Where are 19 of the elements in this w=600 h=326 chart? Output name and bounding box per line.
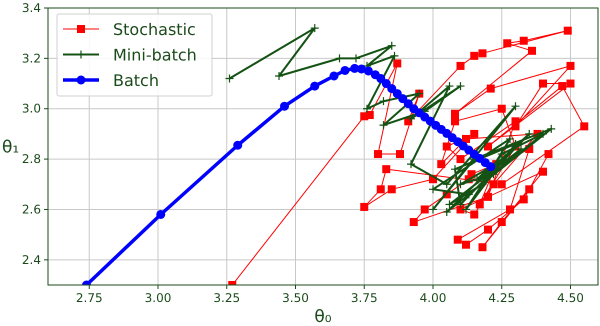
y-tick-label: 3.0 — [22, 102, 41, 116]
legend-label: Mini-batch — [113, 46, 197, 64]
y-tick-label: 3.2 — [22, 51, 41, 66]
y-tick-label: 2.6 — [22, 202, 41, 216]
x-tick-label: 3.75 — [350, 291, 378, 305]
y-tick-label: 2.4 — [22, 252, 41, 267]
x-tick-label: 4.50 — [557, 291, 584, 305]
x-tick-label: 4.00 — [420, 291, 446, 305]
legend-label: Batch — [113, 71, 159, 90]
y-tick-label: 2.8 — [22, 152, 41, 166]
y-tick-label: 3.4 — [22, 1, 41, 15]
x-tick-label: 3.50 — [282, 291, 309, 305]
x-tick-label: 4.25 — [488, 291, 516, 305]
x-tick-label: 3.00 — [144, 291, 172, 305]
y-axis-title: θ₁ — [2, 138, 20, 158]
legend-label: Stochastic — [113, 20, 196, 39]
x-tick-label: 2.75 — [76, 291, 103, 305]
x-tick-label: 3.25 — [213, 291, 240, 305]
x-axis-title: θ₀ — [314, 307, 332, 326]
